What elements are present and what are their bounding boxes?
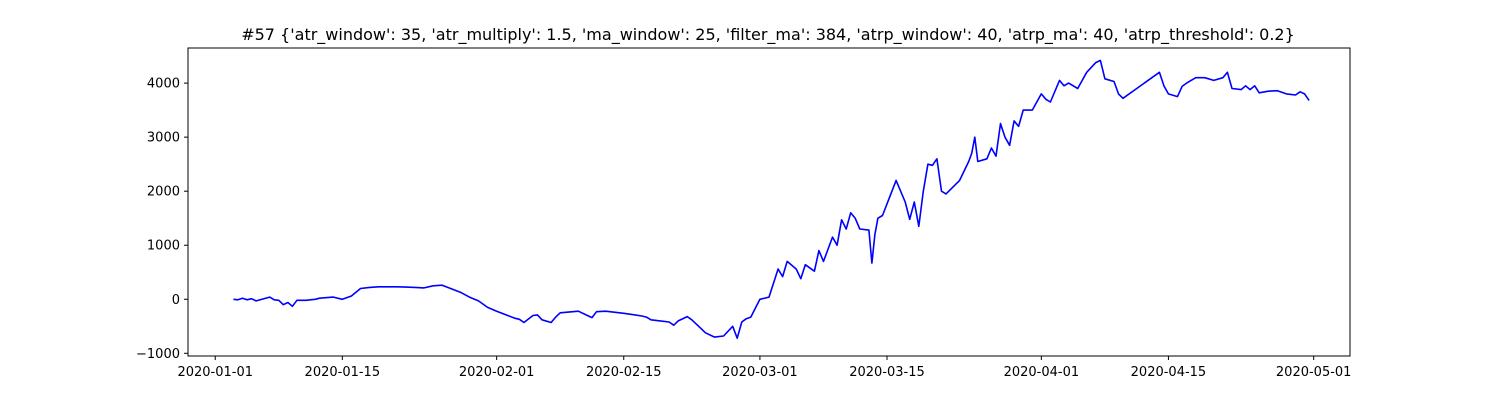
- chart-title: #57 {'atr_window': 35, 'atr_multiply': 1…: [241, 25, 1295, 45]
- y-tick-label: 0: [172, 293, 180, 308]
- x-tick-label: 2020-02-15: [586, 365, 662, 380]
- x-tick-label: 2020-04-15: [1131, 365, 1207, 380]
- y-tick-label: −1000: [136, 347, 180, 362]
- y-tick-label: 3000: [147, 131, 180, 146]
- y-tick-label: 4000: [147, 77, 180, 92]
- x-tick-label: 2020-03-15: [849, 365, 925, 380]
- series-line: [233, 59, 1310, 340]
- x-tick-label: 2020-02-01: [459, 365, 535, 380]
- y-tick-label: 2000: [147, 185, 180, 200]
- y-tick-label: 1000: [147, 239, 180, 254]
- x-tick-label: 2020-03-01: [722, 365, 798, 380]
- plot-frame: [187, 47, 1351, 357]
- y-axis: −1000 0 1000 2000 3000 4000: [136, 77, 188, 362]
- x-tick-label: 2020-01-15: [305, 365, 381, 380]
- x-axis: 2020-01-01 2020-01-15 2020-02-01 2020-02-15…: [177, 356, 1351, 380]
- x-tick-label: 2020-01-01: [177, 365, 253, 380]
- x-tick-label: 2020-05-01: [1276, 365, 1352, 380]
- series-layer: [233, 59, 1310, 340]
- x-tick-label: 2020-04-01: [1004, 365, 1080, 380]
